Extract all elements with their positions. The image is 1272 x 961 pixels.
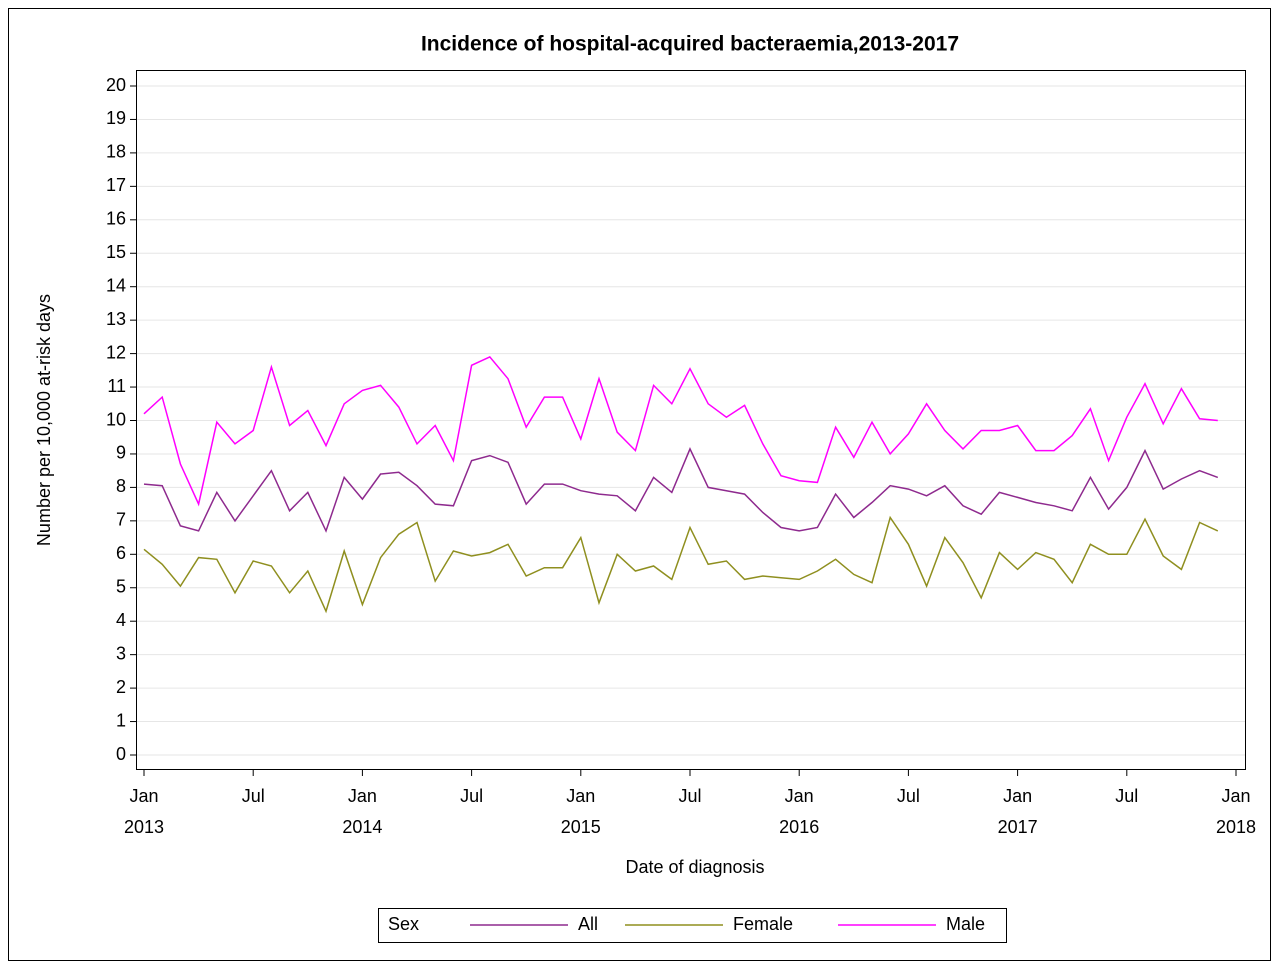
x-tick-label: Jul [897, 786, 920, 806]
plot-frame [136, 70, 1246, 770]
y-tick-label: 13 [106, 309, 126, 329]
y-axis-label: Number per 10,000 at-risk days [34, 294, 54, 546]
y-tick-label: 15 [106, 242, 126, 262]
x-tick-label: Jul [460, 786, 483, 806]
legend-label: Male [946, 914, 985, 934]
y-tick-label: 9 [116, 443, 126, 463]
x-tick-label: 2013 [124, 817, 164, 837]
x-tick-label: 2016 [779, 817, 819, 837]
x-tick-label: 2017 [998, 817, 1038, 837]
y-tick-label: 12 [106, 342, 126, 362]
y-tick-label: 14 [106, 275, 126, 295]
y-tick-label: 7 [116, 510, 126, 530]
y-tick-label: 2 [116, 677, 126, 697]
x-tick-label: Jul [1115, 786, 1138, 806]
chart-title: Incidence of hospital-acquired bacteraem… [421, 33, 959, 56]
x-tick-label: Jan [1003, 786, 1032, 806]
x-tick-label: Jul [242, 786, 265, 806]
outer-border [8, 8, 1271, 961]
series-line [143, 447, 1219, 533]
y-tick-label: 11 [107, 376, 126, 396]
y-tick-label: 6 [116, 543, 126, 563]
x-tick-label: Jan [785, 786, 814, 806]
y-tick-label: 4 [116, 610, 126, 630]
legend-label: Female [733, 914, 793, 934]
x-tick-label: 2014 [342, 817, 382, 837]
y-tick-label: 5 [116, 577, 126, 597]
x-tick-label: Jan [566, 786, 595, 806]
legend-title: Sex [388, 914, 419, 934]
y-tick-label: 20 [106, 75, 126, 95]
x-tick-label: 2015 [561, 817, 601, 837]
y-tick-label: 16 [106, 209, 126, 229]
y-tick-label: 17 [106, 175, 126, 195]
x-tick-label: Jan [129, 786, 158, 806]
x-axis-label: Date of diagnosis [625, 857, 764, 877]
x-tick-label: 2018 [1216, 817, 1256, 837]
y-tick-label: 8 [116, 476, 126, 496]
y-tick-label: 19 [106, 108, 126, 128]
x-tick-label: Jan [348, 786, 377, 806]
y-tick-label: 3 [116, 643, 126, 663]
series-line [143, 355, 1218, 507]
x-tick-label: Jul [678, 786, 701, 806]
y-tick-label: 10 [106, 409, 126, 429]
legend-label: All [578, 914, 598, 934]
x-tick-label: Jan [1221, 786, 1250, 806]
series-line [143, 515, 1219, 614]
y-tick-label: 18 [106, 142, 126, 162]
y-tick-label: 1 [116, 710, 126, 730]
legend-box [378, 908, 1007, 943]
y-tick-label: 0 [116, 744, 126, 764]
